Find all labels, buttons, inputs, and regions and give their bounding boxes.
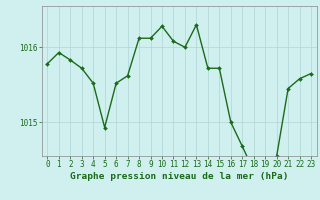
X-axis label: Graphe pression niveau de la mer (hPa): Graphe pression niveau de la mer (hPa) bbox=[70, 172, 288, 181]
